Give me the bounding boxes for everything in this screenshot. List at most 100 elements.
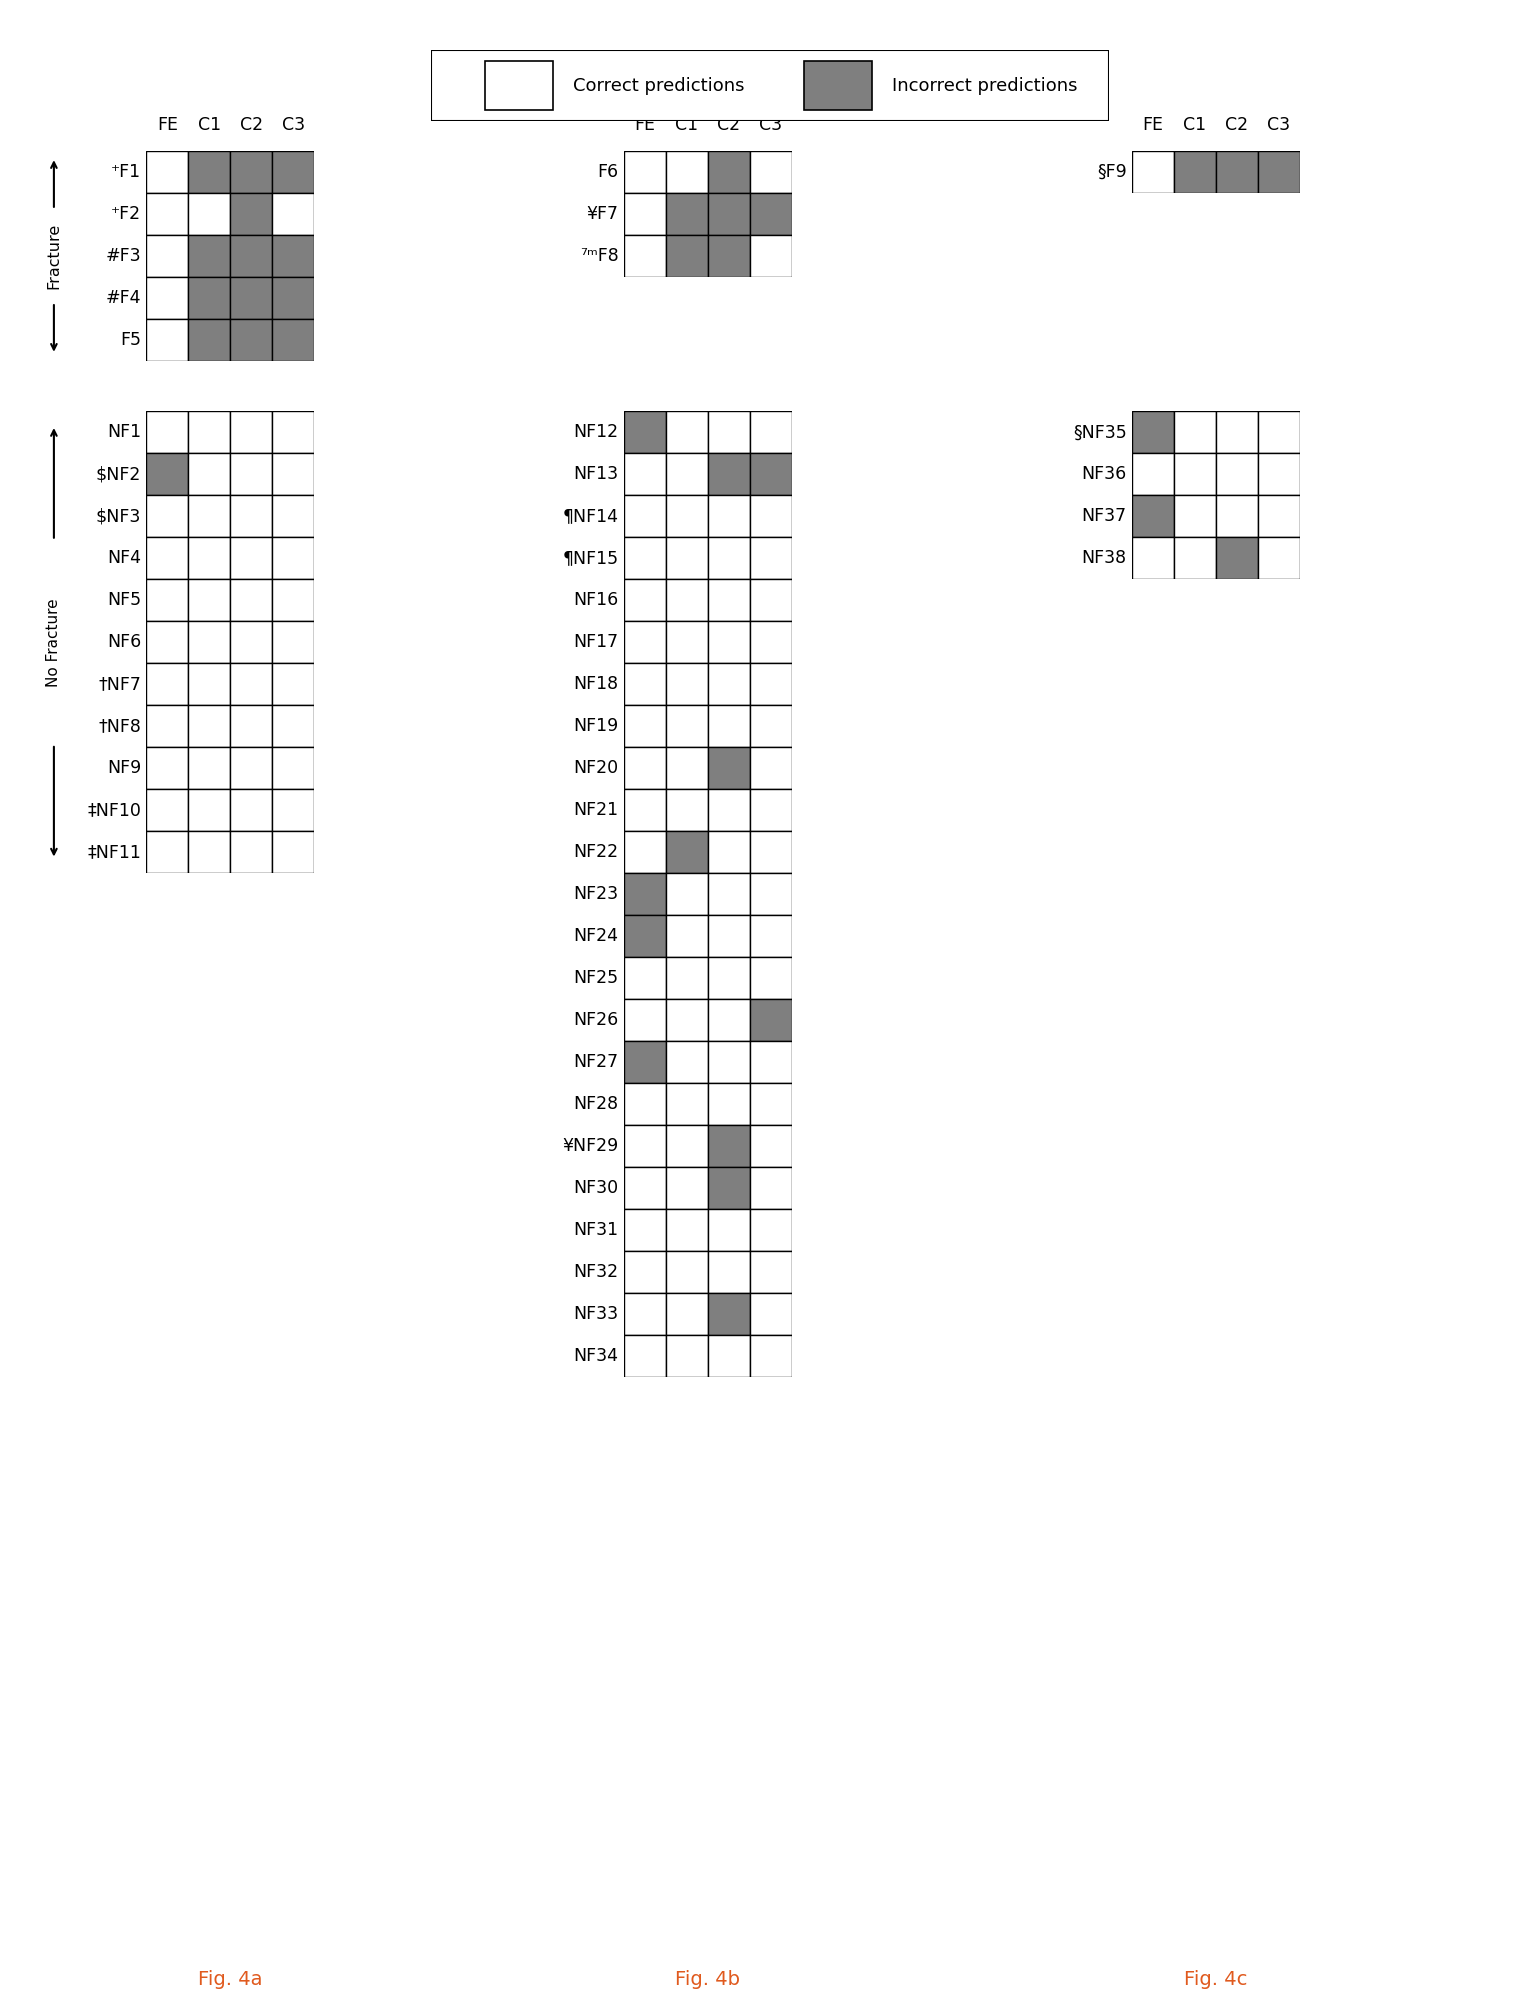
Bar	[273, 411, 314, 453]
Bar	[750, 1252, 792, 1292]
Bar	[750, 453, 792, 495]
Text: ¶NF14: ¶NF14	[562, 507, 619, 525]
Text: NF25: NF25	[573, 970, 619, 986]
Bar	[665, 1168, 708, 1210]
Bar	[188, 580, 231, 622]
Bar	[1217, 411, 1258, 453]
Text: NF37: NF37	[1081, 507, 1127, 525]
Bar	[665, 1041, 708, 1083]
Bar	[624, 916, 665, 958]
Bar	[708, 998, 750, 1041]
Bar	[750, 1210, 792, 1252]
Bar	[273, 622, 314, 664]
Bar	[665, 622, 708, 664]
Bar	[708, 664, 750, 705]
Bar	[750, 747, 792, 789]
Bar	[273, 831, 314, 874]
Bar	[188, 622, 231, 664]
Bar	[624, 958, 665, 998]
Bar	[231, 318, 273, 360]
Bar	[188, 193, 231, 236]
Bar	[624, 1292, 665, 1335]
Bar	[188, 411, 231, 453]
Text: NF22: NF22	[573, 843, 619, 862]
Bar	[750, 1335, 792, 1377]
Bar	[665, 1252, 708, 1292]
Bar	[188, 831, 231, 874]
Bar	[1132, 411, 1173, 453]
Bar	[624, 537, 665, 580]
Text: ‡NF11: ‡NF11	[88, 843, 142, 862]
Bar	[708, 1335, 750, 1377]
Bar	[665, 151, 708, 193]
Bar	[750, 236, 792, 278]
Bar	[708, 453, 750, 495]
Bar	[146, 831, 188, 874]
Bar	[1132, 495, 1173, 537]
Bar	[188, 453, 231, 495]
Bar	[750, 1083, 792, 1125]
Text: Fracture: Fracture	[46, 223, 62, 290]
Bar	[708, 580, 750, 622]
Text: FE: FE	[634, 117, 654, 135]
Bar	[146, 580, 188, 622]
Bar	[708, 411, 750, 453]
Bar	[1132, 453, 1173, 495]
Bar	[665, 831, 708, 874]
Text: ⁷ᵐF8: ⁷ᵐF8	[581, 248, 619, 266]
Bar	[665, 1083, 708, 1125]
Text: FE: FE	[1143, 117, 1163, 135]
Bar	[273, 747, 314, 789]
Bar	[1173, 151, 1217, 193]
Bar	[624, 622, 665, 664]
Bar	[624, 411, 665, 453]
Bar	[1173, 495, 1217, 537]
Bar	[624, 831, 665, 874]
Bar	[231, 622, 273, 664]
Text: NF38: NF38	[1081, 550, 1127, 568]
Text: $NF3: $NF3	[95, 507, 142, 525]
Text: ¥NF29: ¥NF29	[562, 1137, 619, 1155]
Text: NF5: NF5	[108, 592, 142, 610]
Bar	[624, 193, 665, 236]
Bar	[750, 998, 792, 1041]
Text: NF12: NF12	[573, 423, 619, 441]
Text: #F3: #F3	[106, 248, 142, 266]
Bar	[750, 411, 792, 453]
Bar	[1258, 151, 1300, 193]
Bar	[665, 1292, 708, 1335]
Bar	[273, 151, 314, 193]
Bar	[273, 705, 314, 747]
Bar	[1173, 411, 1217, 453]
Text: NF28: NF28	[573, 1095, 619, 1113]
Bar	[273, 236, 314, 278]
Bar	[665, 1335, 708, 1377]
Bar	[708, 1041, 750, 1083]
Bar	[750, 958, 792, 998]
Text: C2: C2	[240, 117, 263, 135]
Bar	[665, 789, 708, 831]
Bar	[665, 580, 708, 622]
Text: ⁺F2: ⁺F2	[111, 205, 142, 223]
Bar	[708, 958, 750, 998]
Text: Fig. 4b: Fig. 4b	[675, 1971, 741, 1989]
Text: Fig. 4a: Fig. 4a	[199, 1971, 262, 1989]
Bar	[750, 1125, 792, 1168]
Bar	[750, 193, 792, 236]
Text: Fig. 4c: Fig. 4c	[1184, 1971, 1247, 1989]
Text: NF23: NF23	[573, 886, 619, 904]
Bar	[708, 831, 750, 874]
Bar	[750, 705, 792, 747]
Bar	[1217, 495, 1258, 537]
Bar	[624, 1210, 665, 1252]
Bar	[708, 622, 750, 664]
Bar	[188, 705, 231, 747]
Text: NF33: NF33	[573, 1304, 619, 1323]
Bar	[624, 151, 665, 193]
Text: ¶NF15: ¶NF15	[562, 550, 619, 568]
Text: NF30: NF30	[573, 1180, 619, 1198]
Bar	[665, 747, 708, 789]
Bar	[750, 151, 792, 193]
Bar	[624, 1335, 665, 1377]
Bar	[273, 318, 314, 360]
